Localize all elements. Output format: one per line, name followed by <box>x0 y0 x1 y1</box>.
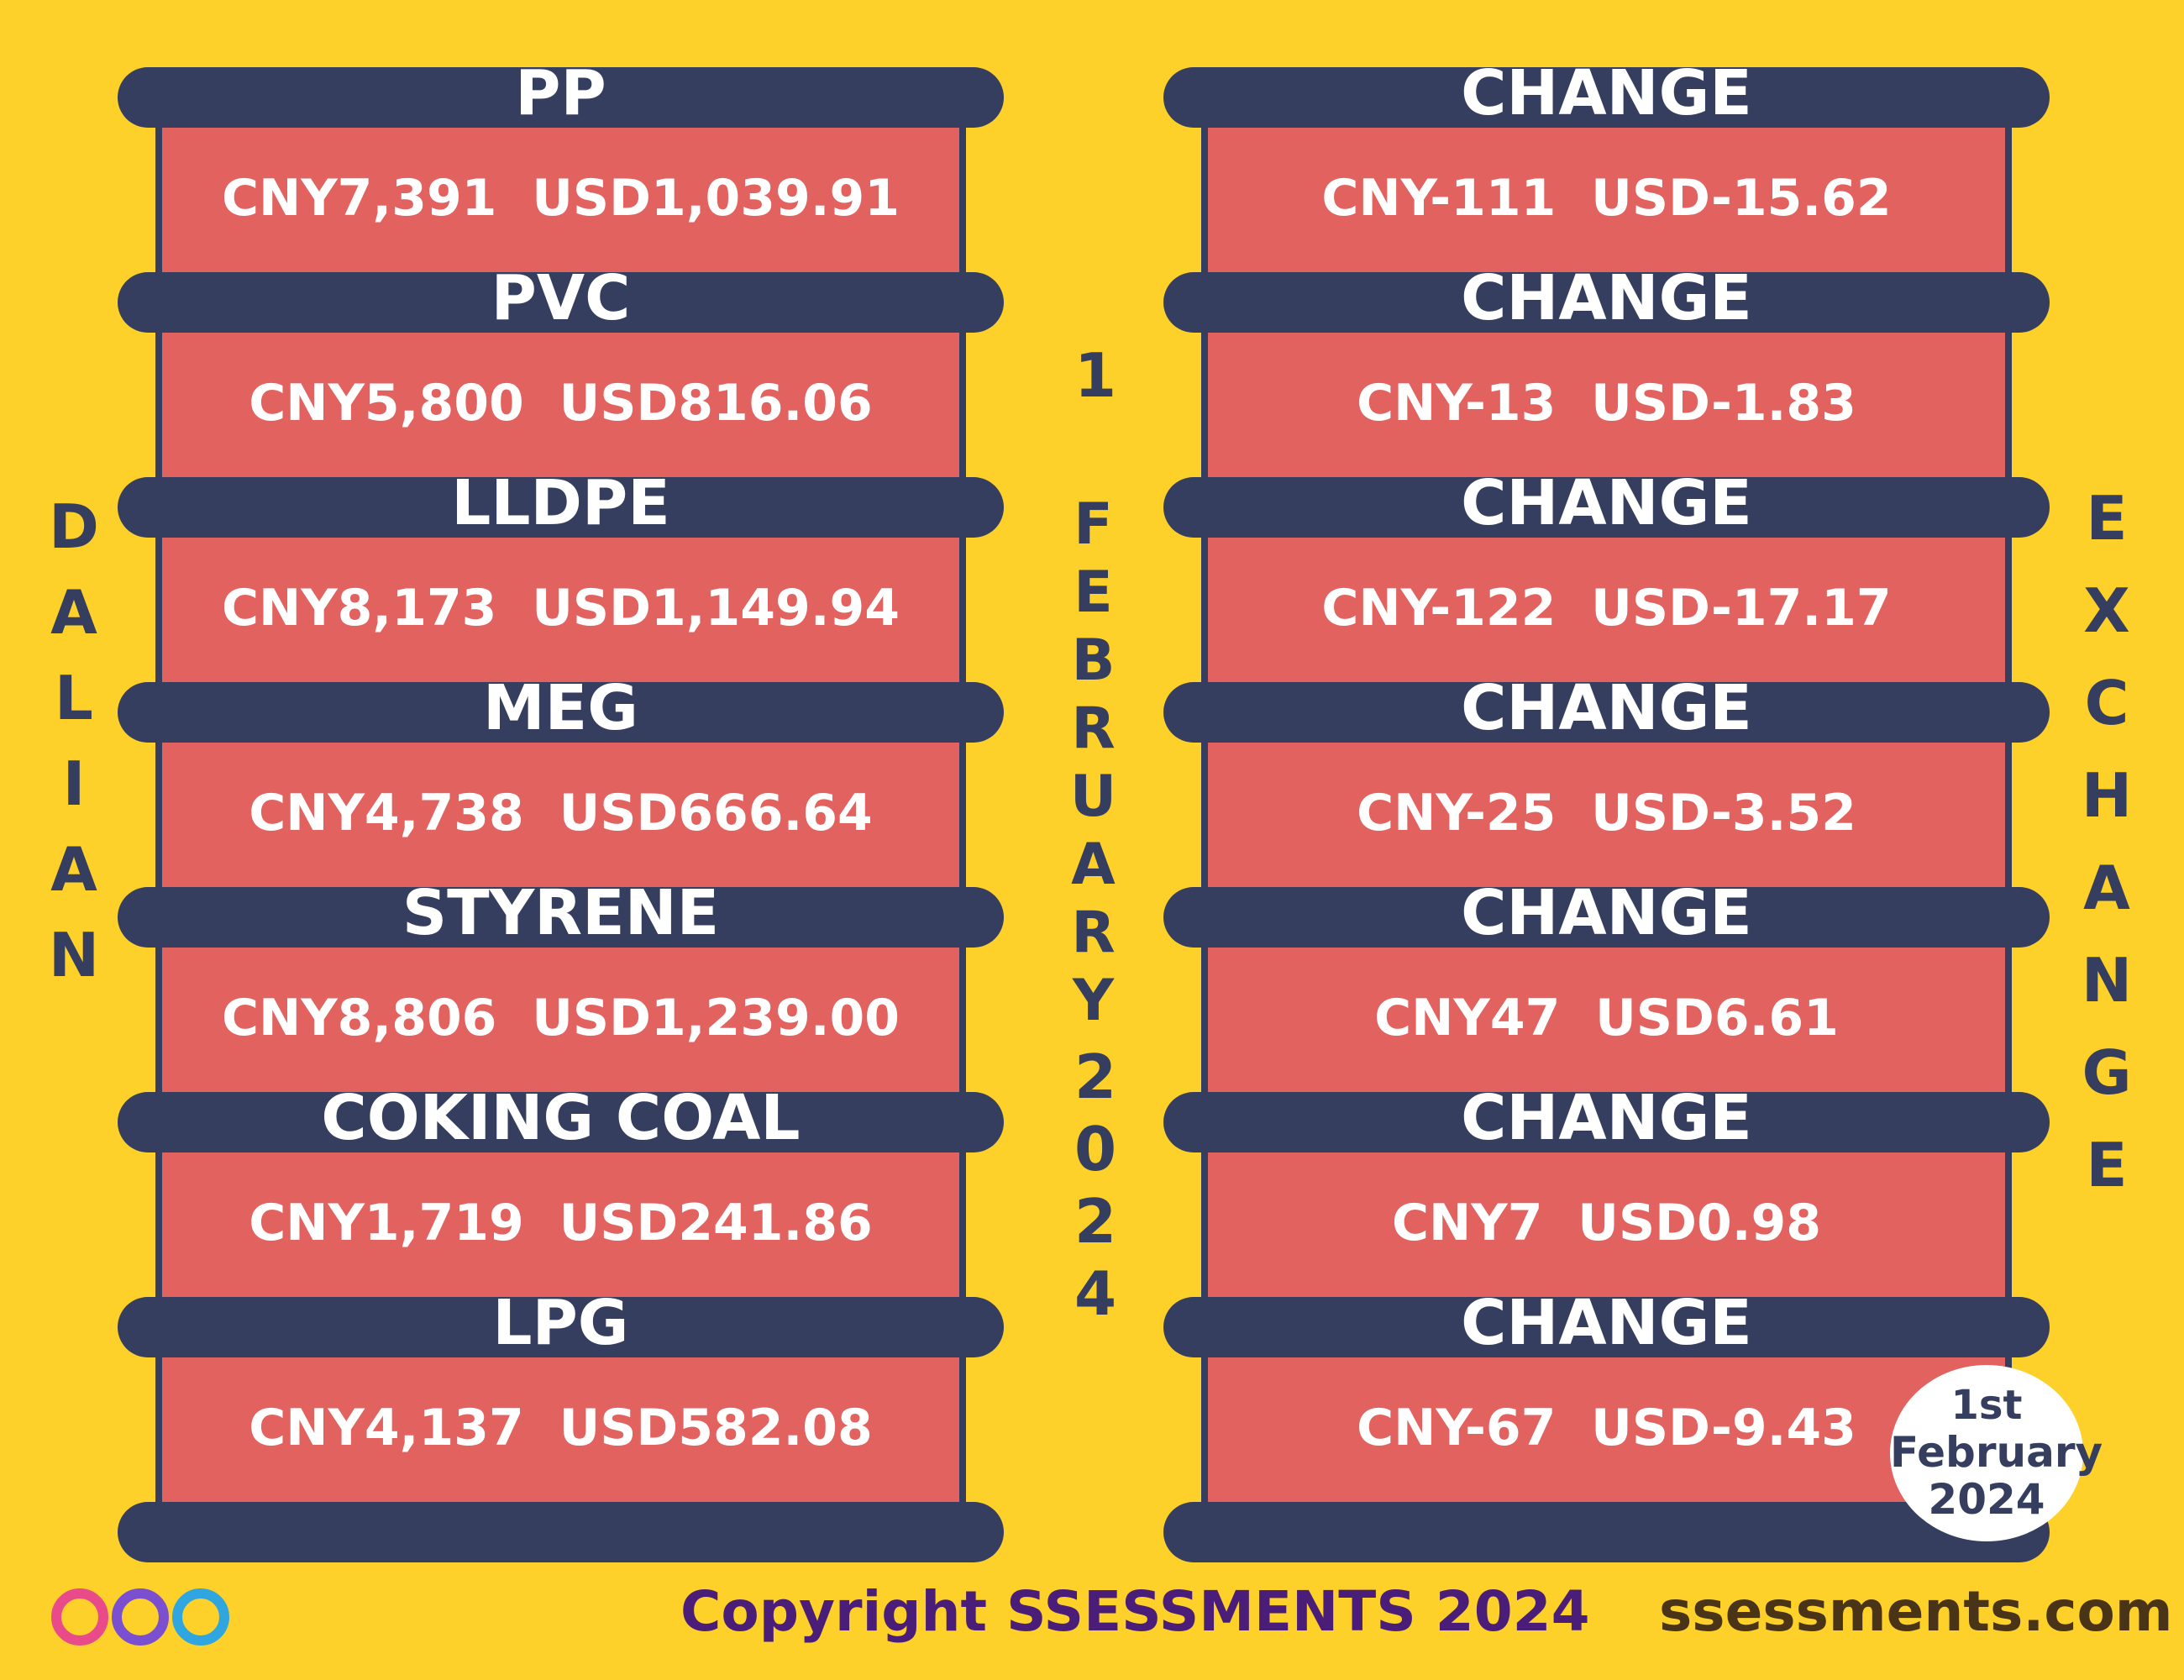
row-value: CNY-111 USD-15.62 <box>1321 169 1892 228</box>
panel <box>155 712 966 917</box>
row-header: CHANGE <box>1461 672 1752 744</box>
row-header: CHANGE <box>1461 877 1752 949</box>
badge-text: 1st <box>1950 1382 2023 1429</box>
divider-bar <box>118 1502 1004 1562</box>
divider-bar <box>118 1297 1004 1357</box>
row-header: STYRENE <box>402 877 720 949</box>
row-value: CNY1,719 USD241.86 <box>249 1194 873 1252</box>
row-header: COKING COAL <box>321 1082 801 1154</box>
copyright: Copyright SSESSMENTS 2024 <box>680 1579 1590 1644</box>
divider-bar <box>1163 1502 2050 1562</box>
divider-bar <box>118 67 1004 128</box>
row-value: CNY8,173 USD1,149.94 <box>221 579 900 638</box>
panel <box>1201 507 2012 712</box>
divider-bar <box>1163 887 2050 948</box>
divider-bar <box>118 477 1004 538</box>
date-month: FEBRUARY <box>1060 491 1126 1036</box>
row-value: CNY4,738 USD666.64 <box>249 784 873 843</box>
row-value: CNY-122 USD-17.17 <box>1321 579 1892 638</box>
panel <box>1201 917 2012 1122</box>
website[interactable]: ssessments.com <box>1659 1579 2173 1644</box>
row-header: CHANGE <box>1461 57 1752 129</box>
row-header: MEG <box>483 672 638 744</box>
divider-bar <box>1163 682 2050 743</box>
panel <box>1201 302 2012 507</box>
row-header: LLDPE <box>451 467 670 539</box>
panel <box>155 507 966 712</box>
divider-bar <box>1163 67 2050 128</box>
panel <box>155 97 966 302</box>
panel <box>1201 1122 2012 1327</box>
badge-text: 2024 <box>1928 1475 2045 1524</box>
row-header: PP <box>515 57 606 129</box>
date-day: 1 <box>1060 340 1131 426</box>
date-year: 2024 <box>1060 1042 1131 1331</box>
divider-bar <box>118 272 1004 333</box>
row-header: LPG <box>492 1287 629 1359</box>
row-value: CNY5,800 USD816.06 <box>249 374 873 433</box>
side-title: EXCHANGE <box>2071 483 2142 1222</box>
panel <box>155 917 966 1122</box>
side-title: DALIAN <box>39 491 109 1005</box>
divider-bar <box>1163 272 2050 333</box>
row-value: CNY4,137 USD582.08 <box>249 1399 873 1457</box>
row-header: CHANGE <box>1461 1082 1752 1154</box>
row-value: CNY47 USD6.61 <box>1374 989 1839 1047</box>
logo <box>51 1588 229 1646</box>
divider-bar <box>118 1092 1004 1152</box>
divider-bar <box>1163 1092 2050 1152</box>
divider-bar <box>118 682 1004 743</box>
row-value: CNY7 USD0.98 <box>1392 1194 1821 1252</box>
row-value: CNY-25 USD-3.52 <box>1357 784 1856 843</box>
panel <box>1201 712 2012 917</box>
row-header: CHANGE <box>1461 262 1752 334</box>
row-header: CHANGE <box>1461 467 1752 539</box>
row-header: CHANGE <box>1461 1287 1752 1359</box>
badge-text: February <box>1890 1428 2103 1477</box>
panel <box>155 302 966 507</box>
panel <box>155 1122 966 1327</box>
row-value: CNY8,806 USD1,239.00 <box>221 989 900 1047</box>
divider-bar <box>118 887 1004 948</box>
divider-bar <box>1163 477 2050 538</box>
row-value: CNY7,391 USD1,039.91 <box>221 169 900 228</box>
divider-bar <box>1163 1297 2050 1357</box>
date-badge: 1st February 2024 <box>1890 1365 2103 1541</box>
row-header: PVC <box>491 262 631 334</box>
row-value: CNY-67 USD-9.43 <box>1357 1399 1856 1457</box>
panel <box>155 1327 966 1532</box>
panel <box>1201 97 2012 302</box>
row-value: CNY-13 USD-1.83 <box>1357 374 1856 433</box>
panel <box>1201 1327 2012 1532</box>
